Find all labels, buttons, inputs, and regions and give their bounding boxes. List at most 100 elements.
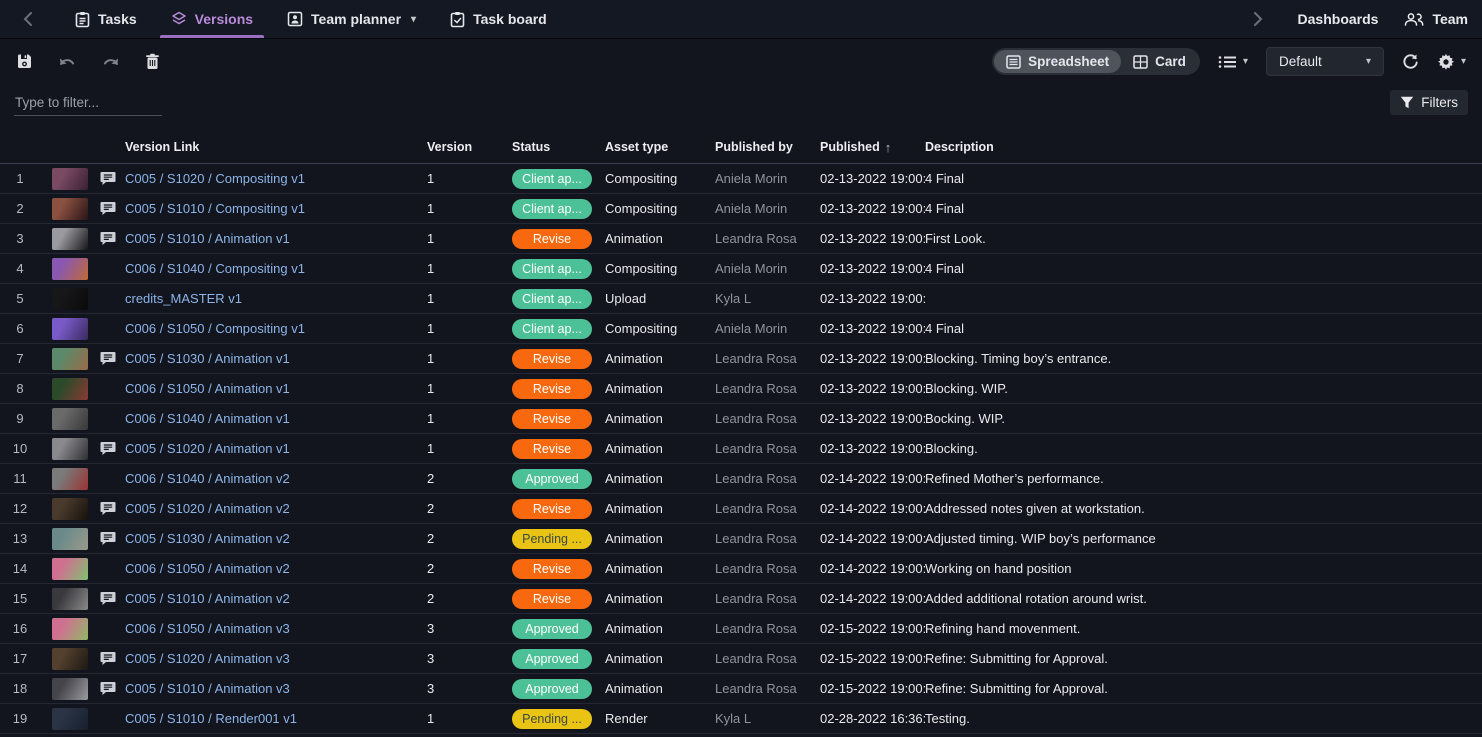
version-link[interactable]: C006 / S1050 / Animation v3 [125, 621, 427, 636]
version-thumbnail[interactable] [52, 558, 88, 580]
settings-dropdown[interactable]: ▾ [1437, 53, 1466, 71]
status-badge[interactable]: Revise [512, 439, 592, 459]
column-header-version-link[interactable]: Version Link [125, 140, 427, 154]
version-link[interactable]: C005 / S1010 / Render001 v1 [125, 711, 427, 726]
status-badge[interactable]: Revise [512, 229, 592, 249]
version-link[interactable]: C006 / S1040 / Compositing v1 [125, 261, 427, 276]
version-thumbnail[interactable] [52, 648, 88, 670]
nav-forward-icon[interactable] [1246, 12, 1272, 26]
column-header-status[interactable]: Status [512, 140, 605, 154]
status-badge[interactable]: Client ap... [512, 289, 592, 309]
version-thumbnail[interactable] [52, 228, 88, 250]
notes-icon[interactable] [96, 231, 120, 246]
version-thumbnail[interactable] [52, 168, 88, 190]
version-link[interactable]: C005 / S1010 / Animation v2 [125, 591, 427, 606]
column-header-published[interactable]: Published ↑ [820, 140, 925, 155]
version-link[interactable]: C005 / S1030 / Animation v2 [125, 531, 427, 546]
notes-icon[interactable] [96, 591, 120, 606]
refresh-icon[interactable] [1402, 53, 1419, 70]
column-header-version[interactable]: Version [427, 140, 512, 154]
version-thumbnail[interactable] [52, 468, 88, 490]
tab-task-board[interactable]: Task board [433, 0, 564, 38]
version-number: 2 [427, 561, 512, 576]
version-thumbnail[interactable] [52, 288, 88, 310]
status-badge[interactable]: Revise [512, 559, 592, 579]
version-link[interactable]: C006 / S1050 / Animation v2 [125, 561, 427, 576]
version-link[interactable]: C005 / S1010 / Animation v3 [125, 681, 427, 696]
tab-versions[interactable]: Versions [154, 0, 270, 38]
nav-link-team[interactable]: Team [1404, 11, 1468, 27]
tab-tasks[interactable]: Tasks [58, 0, 154, 38]
notes-icon[interactable] [96, 441, 120, 456]
version-thumbnail[interactable] [52, 498, 88, 520]
redo-icon[interactable] [101, 55, 121, 69]
card-view-button[interactable]: Card [1121, 50, 1198, 73]
nav-back-icon[interactable] [14, 12, 40, 26]
status-badge[interactable]: Revise [512, 379, 592, 399]
version-thumbnail[interactable] [52, 318, 88, 340]
version-thumbnail[interactable] [52, 258, 88, 280]
status-badge[interactable]: Revise [512, 349, 592, 369]
notes-icon[interactable] [96, 351, 120, 366]
status-badge[interactable]: Revise [512, 589, 592, 609]
version-link[interactable]: C006 / S1050 / Compositing v1 [125, 321, 427, 336]
version-thumbnail[interactable] [52, 198, 88, 220]
version-thumbnail[interactable] [52, 438, 88, 460]
status-badge[interactable]: Client ap... [512, 199, 592, 219]
column-header-description[interactable]: Description [925, 140, 1482, 154]
status-badge[interactable]: Approved [512, 619, 592, 639]
version-link[interactable]: C006 / S1040 / Animation v2 [125, 471, 427, 486]
version-thumbnail[interactable] [52, 618, 88, 640]
undo-icon[interactable] [57, 55, 77, 69]
version-thumbnail[interactable] [52, 588, 88, 610]
status-badge[interactable]: Client ap... [512, 259, 592, 279]
status-badge[interactable]: Approved [512, 649, 592, 669]
page-view-select[interactable]: Default ▾ [1266, 47, 1384, 76]
notes-icon[interactable] [96, 501, 120, 516]
notes-icon[interactable] [96, 201, 120, 216]
version-link[interactable]: C005 / S1030 / Animation v1 [125, 351, 427, 366]
save-icon[interactable] [16, 53, 33, 70]
version-number: 1 [427, 351, 512, 366]
notes-icon[interactable] [96, 531, 120, 546]
tab-team-planner[interactable]: Team planner ▾ [270, 0, 433, 38]
clipboard-list-icon [75, 11, 90, 28]
list-options-dropdown[interactable]: ▾ [1218, 55, 1248, 69]
version-thumbnail[interactable] [52, 678, 88, 700]
status-badge[interactable]: Pending ... [512, 529, 592, 549]
version-link[interactable]: C005 / S1020 / Animation v1 [125, 441, 427, 456]
version-link[interactable]: C005 / S1010 / Animation v1 [125, 231, 427, 246]
notes-icon[interactable] [96, 171, 120, 186]
status-badge[interactable]: Approved [512, 469, 592, 489]
asset-type: Upload [605, 291, 715, 306]
status-badge[interactable]: Approved [512, 679, 592, 699]
spreadsheet-view-button[interactable]: Spreadsheet [994, 50, 1121, 73]
status-badge[interactable]: Client ap... [512, 319, 592, 339]
version-link[interactable]: credits_MASTER v1 [125, 291, 427, 306]
version-thumbnail[interactable] [52, 528, 88, 550]
notes-icon[interactable] [96, 651, 120, 666]
version-link[interactable]: C006 / S1040 / Animation v1 [125, 411, 427, 426]
toolbar: Spreadsheet Card ▾ Default ▾ [0, 39, 1482, 84]
status-badge[interactable]: Revise [512, 409, 592, 429]
row-number: 6 [0, 321, 40, 336]
version-thumbnail[interactable] [52, 348, 88, 370]
version-thumbnail[interactable] [52, 708, 88, 730]
version-link[interactable]: C005 / S1010 / Compositing v1 [125, 201, 427, 216]
version-thumbnail[interactable] [52, 378, 88, 400]
column-header-published-by[interactable]: Published by [715, 140, 820, 154]
version-link[interactable]: C006 / S1050 / Animation v1 [125, 381, 427, 396]
version-link[interactable]: C005 / S1020 / Compositing v1 [125, 171, 427, 186]
trash-icon[interactable] [145, 53, 160, 70]
status-badge[interactable]: Client ap... [512, 169, 592, 189]
version-thumbnail[interactable] [52, 408, 88, 430]
status-badge[interactable]: Pending ... [512, 709, 592, 729]
version-link[interactable]: C005 / S1020 / Animation v3 [125, 651, 427, 666]
nav-link-dashboards[interactable]: Dashboards [1298, 11, 1379, 27]
column-header-asset-type[interactable]: Asset type [605, 140, 715, 154]
filter-input[interactable] [14, 90, 162, 116]
version-link[interactable]: C005 / S1020 / Animation v2 [125, 501, 427, 516]
filters-button[interactable]: Filters [1390, 90, 1468, 115]
status-badge[interactable]: Revise [512, 499, 592, 519]
notes-icon[interactable] [96, 681, 120, 696]
